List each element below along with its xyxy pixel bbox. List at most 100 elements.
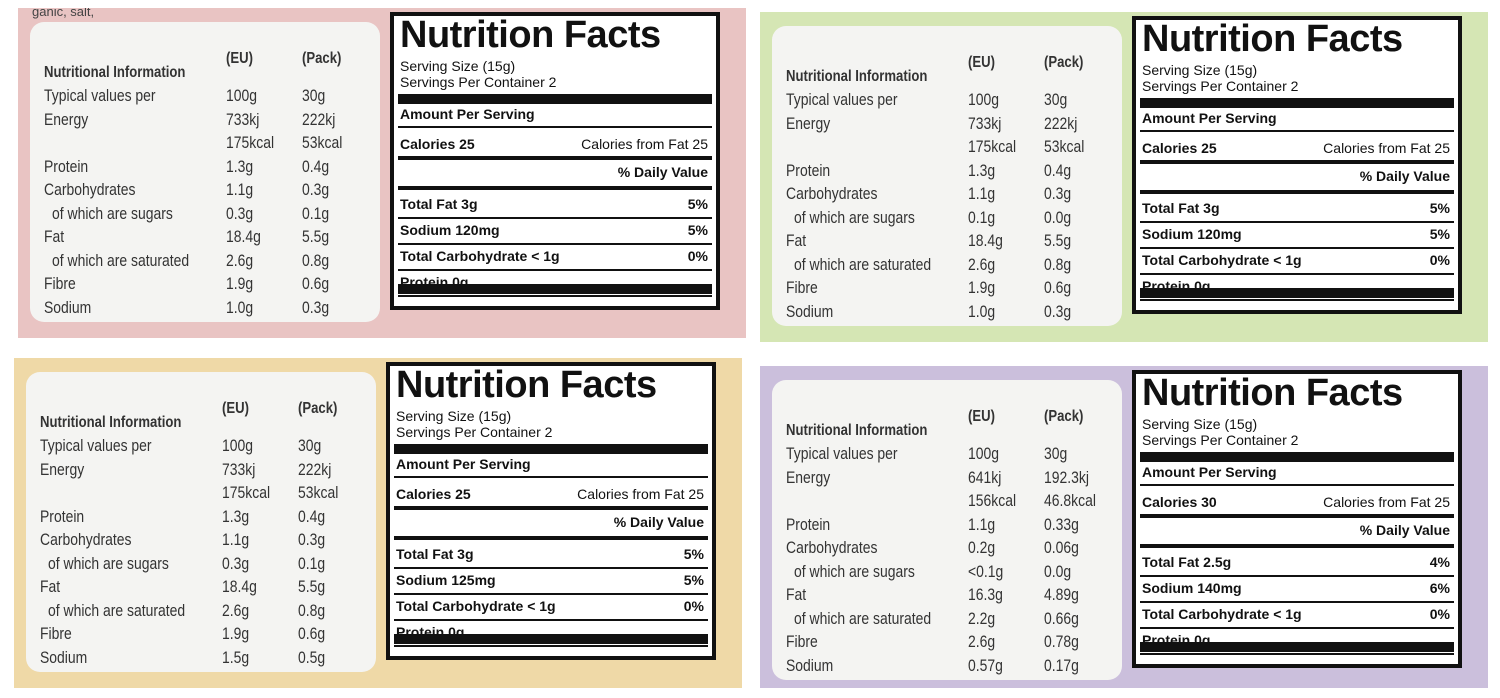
eu-value: 1.9g bbox=[968, 278, 996, 297]
rule bbox=[394, 593, 708, 595]
pack-value: 0.4g bbox=[298, 506, 326, 526]
eu-table: Nutritional Information (EU) (Pack) Typical… bbox=[772, 380, 1122, 680]
nutrient-label: Carbohydrates bbox=[44, 180, 136, 199]
nutrient-label: Carbohydrates bbox=[40, 530, 132, 549]
eu-value: 1.3g bbox=[222, 506, 250, 526]
rule bbox=[398, 295, 712, 297]
nutrient-label: Protein bbox=[786, 160, 831, 180]
nutrition-facts: Nutrition Facts Serving Size (15g) Serving… bbox=[390, 12, 720, 310]
eu-col-header: (EU) bbox=[968, 54, 995, 71]
nutrient-label: Fibre bbox=[786, 632, 818, 651]
nutrient-label: of which are sugars bbox=[794, 561, 915, 581]
pack-value: 53kcal bbox=[298, 483, 339, 502]
pack-value: 222kj bbox=[1044, 113, 1078, 133]
pack-value: 0.8g bbox=[302, 250, 330, 270]
servings: Servings Per Container 2 bbox=[1142, 432, 1299, 448]
eu-value: 1.5g bbox=[222, 647, 250, 667]
pack-value: 0.3g bbox=[302, 180, 330, 199]
eu-value: 100g bbox=[968, 90, 1000, 109]
rule bbox=[1140, 653, 1454, 655]
pack-value: 0.6g bbox=[302, 274, 330, 293]
pack-value: 5.5g bbox=[1044, 231, 1072, 250]
rule bbox=[1140, 514, 1454, 518]
eu-table: Nutritional Information (EU) (Pack) Typical… bbox=[772, 26, 1122, 326]
rule bbox=[1140, 130, 1454, 132]
label-panel: Nutritional Information (EU) (Pack) Typical… bbox=[760, 12, 1488, 342]
nutrient-label: Protein bbox=[786, 514, 831, 534]
rule bbox=[394, 536, 708, 540]
pack-value: 192.3kj bbox=[1044, 467, 1089, 487]
facts-percent: 0% bbox=[1429, 606, 1450, 622]
eu-value: 16.3g bbox=[968, 585, 1003, 604]
amount-per-serving: Amount Per Serving bbox=[1142, 110, 1277, 126]
amount-per-serving: Amount Per Serving bbox=[400, 106, 535, 122]
nutrient-label: Sodium bbox=[44, 297, 92, 317]
facts-percent: 5% bbox=[1429, 200, 1450, 216]
rule bbox=[398, 269, 712, 271]
eu-value: 0.3g bbox=[222, 553, 250, 573]
pack-value: 0.8g bbox=[298, 600, 326, 620]
rule bbox=[1140, 575, 1454, 577]
pack-value: 0.3g bbox=[1044, 184, 1072, 203]
nutrient-label: Protein bbox=[44, 156, 89, 176]
pack-value: 46.8kcal bbox=[1044, 491, 1096, 510]
pack-value: 0.8g bbox=[1044, 254, 1072, 274]
pack-value: 0.33g bbox=[1044, 514, 1079, 534]
pack-value: 0.17g bbox=[1044, 655, 1079, 675]
facts-percent: 5% bbox=[687, 196, 708, 212]
thick-bar bbox=[394, 634, 708, 644]
rule bbox=[1140, 160, 1454, 164]
facts-nutrient: Total Carbohydrate < 1g bbox=[1142, 252, 1302, 268]
nutrient-label: Fat bbox=[44, 227, 65, 246]
facts-percent: 5% bbox=[687, 222, 708, 238]
facts-nutrient: Sodium 120mg bbox=[1142, 226, 1242, 242]
facts-title: Nutrition Facts bbox=[400, 14, 661, 56]
eu-value: 733kj bbox=[222, 459, 256, 479]
pack-value: 30g bbox=[302, 86, 326, 105]
eu-table: Nutritional Information (EU) (Pack) Typical… bbox=[26, 372, 376, 672]
eu-value: 175kcal bbox=[222, 483, 271, 502]
serving-size: Serving Size (15g) bbox=[396, 408, 512, 424]
eu-value: 2.6g bbox=[226, 250, 254, 270]
eu-value: 175kcal bbox=[226, 133, 275, 152]
nutrient-label: Sodium bbox=[786, 655, 834, 675]
pack-value: 30g bbox=[1044, 444, 1068, 463]
rule bbox=[394, 645, 708, 647]
facts-nutrient: Sodium 120mg bbox=[400, 222, 500, 238]
pack-value: 0.1g bbox=[298, 553, 326, 573]
rule bbox=[398, 243, 712, 245]
facts-title: Nutrition Facts bbox=[1142, 18, 1403, 60]
top-note: ganic, salt, bbox=[32, 8, 95, 19]
pack-value: 53kcal bbox=[302, 133, 343, 152]
label-panel: Nutritional Information (EU) (Pack) Typical… bbox=[14, 358, 742, 688]
facts-percent: 6% bbox=[1429, 580, 1450, 596]
calories-from-fat: Calories from Fat 25 bbox=[577, 486, 704, 502]
eu-value: 0.3g bbox=[226, 203, 254, 223]
pack-value: 0.3g bbox=[302, 297, 330, 317]
nutrient-label: Fat bbox=[40, 577, 61, 596]
facts-nutrient: Sodium 125mg bbox=[396, 572, 496, 588]
thick-bar bbox=[1140, 98, 1454, 108]
calories: Calories 25 bbox=[400, 136, 475, 152]
facts-nutrient: Total Fat 3g bbox=[1142, 200, 1220, 216]
facts-title: Nutrition Facts bbox=[1142, 372, 1403, 414]
rule bbox=[1140, 601, 1454, 603]
eu-value: 1.1g bbox=[968, 184, 996, 203]
eu-value: 1.1g bbox=[222, 530, 250, 549]
pack-col-header: (Pack) bbox=[298, 400, 338, 417]
rule bbox=[1140, 299, 1454, 301]
rule bbox=[398, 186, 712, 190]
facts-percent: 4% bbox=[1429, 554, 1450, 570]
nutrient-label: Fat bbox=[786, 231, 807, 250]
eu-value: 2.6g bbox=[968, 632, 996, 651]
eu-value: 641kj bbox=[968, 467, 1002, 487]
pack-value: 0.66g bbox=[1044, 608, 1079, 628]
pack-value: 5.5g bbox=[298, 577, 326, 596]
eu-col-header: (EU) bbox=[968, 408, 995, 425]
nutrient-label: Carbohydrates bbox=[786, 184, 878, 203]
pack-value: 0.3g bbox=[1044, 301, 1072, 321]
eu-value: 100g bbox=[226, 86, 258, 105]
daily-value-header: % Daily Value bbox=[613, 514, 704, 530]
thick-bar bbox=[1140, 288, 1454, 298]
